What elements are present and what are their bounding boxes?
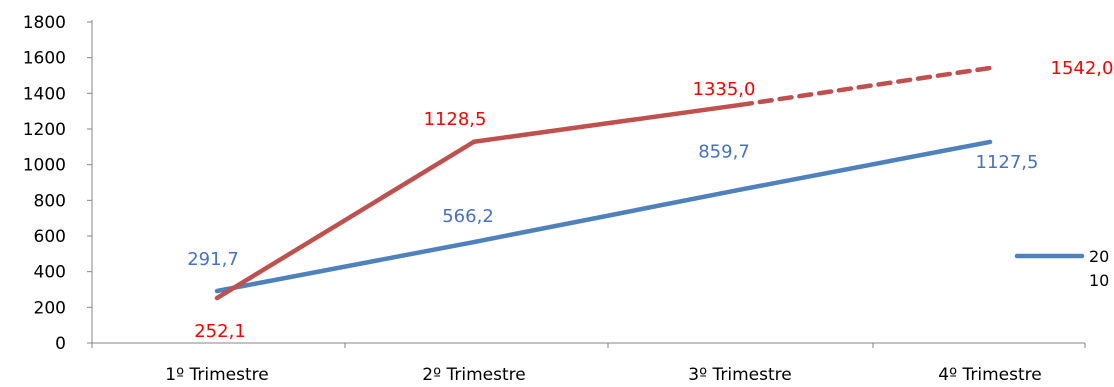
data-label: 1335,0 [693, 79, 756, 100]
legend-label: 20 [1089, 247, 1109, 266]
x-axis-ticks: 1º Trimestre 2º Trimestre 3º Trimestre 4º T… [91, 343, 1086, 385]
x-tick-label: 3º Trimestre [688, 365, 791, 385]
series-1-segment-3 [737, 139, 993, 192]
series-1-segment-1 [214, 239, 477, 294]
y-axis-ticks: 0 200 400 600 800 1000 1200 1400 1600 1800 [23, 13, 92, 354]
series-1-segment-2 [471, 187, 743, 245]
y-tick-label: 400 [34, 263, 66, 283]
series-2-segment-3 [737, 65, 993, 108]
y-tick-label: 1600 [23, 49, 66, 69]
data-label: 1542,0 [1051, 58, 1114, 79]
data-label: 1128,5 [424, 109, 487, 130]
legend-label: 10 [1089, 271, 1109, 290]
y-tick-label: 1000 [23, 156, 66, 176]
data-labels: 291,7 566,2 859,7 1127,5 252,1 1128,5 1335,0 15… [187, 58, 1113, 342]
data-label: 1127,5 [976, 152, 1039, 173]
y-tick-label: 600 [34, 227, 66, 247]
series-2-segment-1 [214, 139, 477, 301]
y-tick-label: 0 [55, 334, 66, 354]
data-label: 252,1 [194, 321, 246, 342]
x-tick-label: 4º Trimestre [938, 365, 1041, 385]
axes [91, 20, 1085, 344]
data-label: 291,7 [187, 249, 239, 270]
series-lines [214, 65, 993, 301]
y-tick-label: 1800 [23, 13, 66, 33]
y-tick-label: 1200 [23, 120, 66, 140]
y-tick-label: 1400 [23, 84, 66, 104]
data-label: 859,7 [698, 142, 750, 163]
x-tick-label: 1º Trimestre [165, 365, 268, 385]
series-2-segment-2 [471, 102, 743, 145]
y-tick-label: 200 [34, 298, 66, 318]
x-tick-label: 2º Trimestre [422, 365, 525, 385]
y-tick-label: 800 [34, 191, 66, 211]
data-label: 566,2 [442, 206, 494, 227]
